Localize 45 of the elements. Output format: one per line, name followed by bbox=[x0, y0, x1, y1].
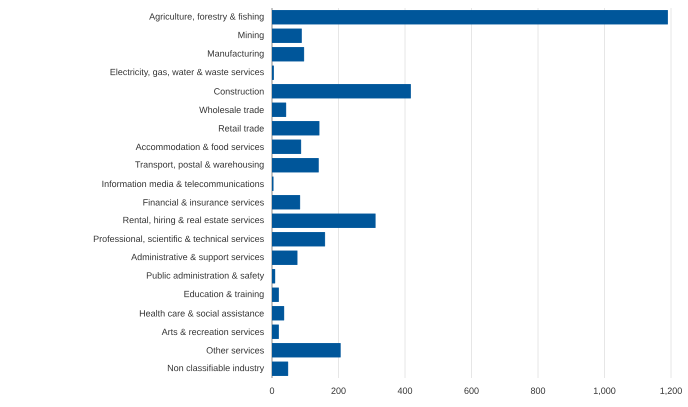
bar bbox=[272, 121, 320, 136]
y-tick-label: Wholesale trade bbox=[199, 106, 264, 114]
bar bbox=[272, 28, 302, 43]
bar bbox=[272, 140, 302, 154]
y-tick-label: Financial & insurance services bbox=[143, 198, 264, 206]
y-tick-label: Information media & telecommunications bbox=[102, 180, 264, 188]
y-tick-label: Professional, scientific & technical services bbox=[94, 235, 264, 244]
y-tick-label: Mining bbox=[238, 32, 264, 40]
x-tick-label: 0 bbox=[270, 388, 274, 394]
bar bbox=[272, 47, 304, 62]
bar bbox=[272, 288, 279, 302]
bar bbox=[272, 232, 326, 246]
bar bbox=[272, 158, 319, 172]
y-tick-label: Non classifiable industry bbox=[168, 364, 264, 373]
bar bbox=[272, 362, 288, 376]
bar bbox=[272, 324, 279, 339]
y-tick-label: Health care & social assistance bbox=[140, 310, 264, 317]
y-tick-label: Retail trade bbox=[218, 124, 264, 132]
bar bbox=[272, 343, 341, 358]
x-tick-label: 1,200 bbox=[660, 388, 682, 395]
bar bbox=[272, 10, 668, 24]
bar bbox=[272, 84, 411, 98]
x-tick-label: 200 bbox=[331, 388, 346, 394]
y-tick-label: Accommodation & food services bbox=[136, 143, 264, 150]
bar bbox=[272, 214, 376, 228]
y-tick-label: Public administration & safety bbox=[146, 272, 264, 280]
y-tick-label: Arts & recreation services bbox=[162, 328, 264, 336]
bar bbox=[272, 102, 286, 117]
y-tick-label: Manufacturing bbox=[208, 50, 264, 58]
y-tick-label: Electricity, gas, water & waste services bbox=[110, 68, 264, 77]
y-tick-label: Education & training bbox=[184, 290, 264, 299]
bar bbox=[272, 195, 300, 210]
y-tick-label: Agriculture, forestry & fishing bbox=[149, 13, 264, 22]
x-tick-label: 600 bbox=[464, 388, 479, 394]
y-tick-label: Transport, postal & warehousing bbox=[135, 161, 264, 170]
bar bbox=[272, 250, 298, 265]
y-tick-label: Rental, hiring & real estate services bbox=[123, 216, 264, 225]
y-tick-label: Construction bbox=[214, 88, 264, 95]
x-tick-label: 1,000 bbox=[594, 388, 616, 395]
bar bbox=[272, 306, 284, 320]
x-tick-label: 800 bbox=[530, 388, 546, 394]
y-tick-label: Administrative & support services bbox=[131, 254, 264, 262]
x-tick-label: 400 bbox=[398, 388, 412, 394]
bar bbox=[272, 269, 276, 284]
y-tick-label: Other services bbox=[206, 346, 264, 354]
